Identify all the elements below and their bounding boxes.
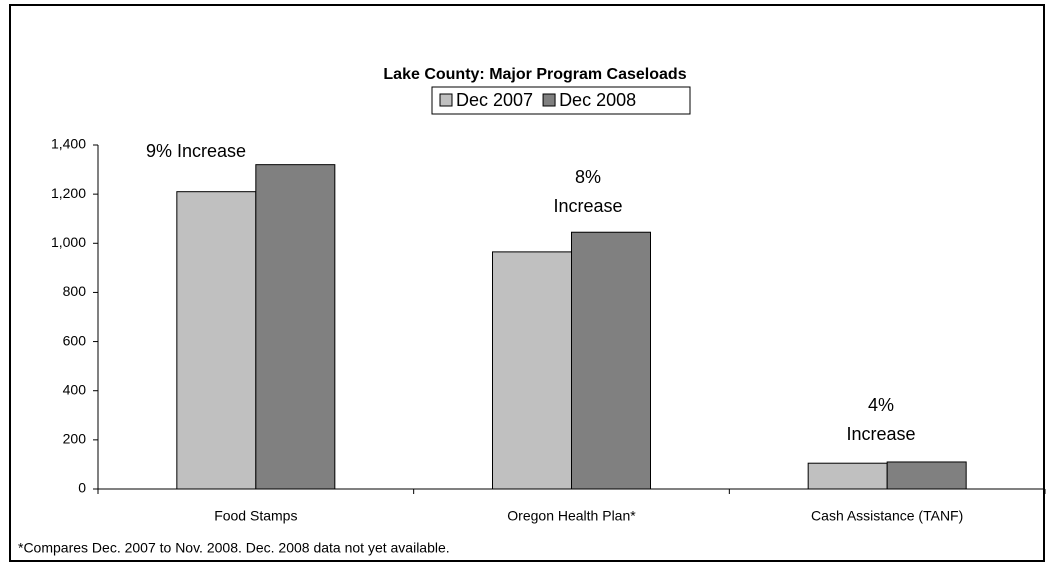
y-tick-label: 600 <box>63 332 87 348</box>
bar <box>492 251 572 490</box>
x-tick-label: Food Stamps <box>214 508 297 524</box>
y-tick-label: 0 <box>78 480 86 496</box>
bar <box>255 164 336 490</box>
legend-swatch <box>542 93 556 107</box>
x-tick-label: Cash Assistance (TANF) <box>811 508 963 524</box>
bar <box>807 462 888 490</box>
legend-label: Dec 2007 <box>456 90 533 110</box>
footnote: *Compares Dec. 2007 to Nov. 2008. Dec. 2… <box>18 540 450 556</box>
bar <box>886 461 967 490</box>
x-tick-label: Oregon Health Plan* <box>507 508 636 524</box>
annotation: 9% Increase <box>145 141 247 161</box>
y-tick-label: 200 <box>63 431 87 447</box>
y-tick-label: 1,000 <box>51 234 86 250</box>
annotation: 4% Increase <box>846 395 916 444</box>
bar <box>571 231 651 490</box>
annotation: 8% Increase <box>553 167 623 216</box>
legend-label: Dec 2008 <box>559 90 636 110</box>
y-tick-label: 400 <box>63 381 87 397</box>
y-tick-label: 1,200 <box>51 185 86 201</box>
chart-title: Lake County: Major Program Caseloads <box>383 66 686 83</box>
bar <box>176 191 257 490</box>
legend-swatch <box>439 93 453 107</box>
legend-box <box>431 86 691 115</box>
y-tick-label: 1,400 <box>51 136 86 152</box>
y-tick-label: 800 <box>63 283 87 299</box>
